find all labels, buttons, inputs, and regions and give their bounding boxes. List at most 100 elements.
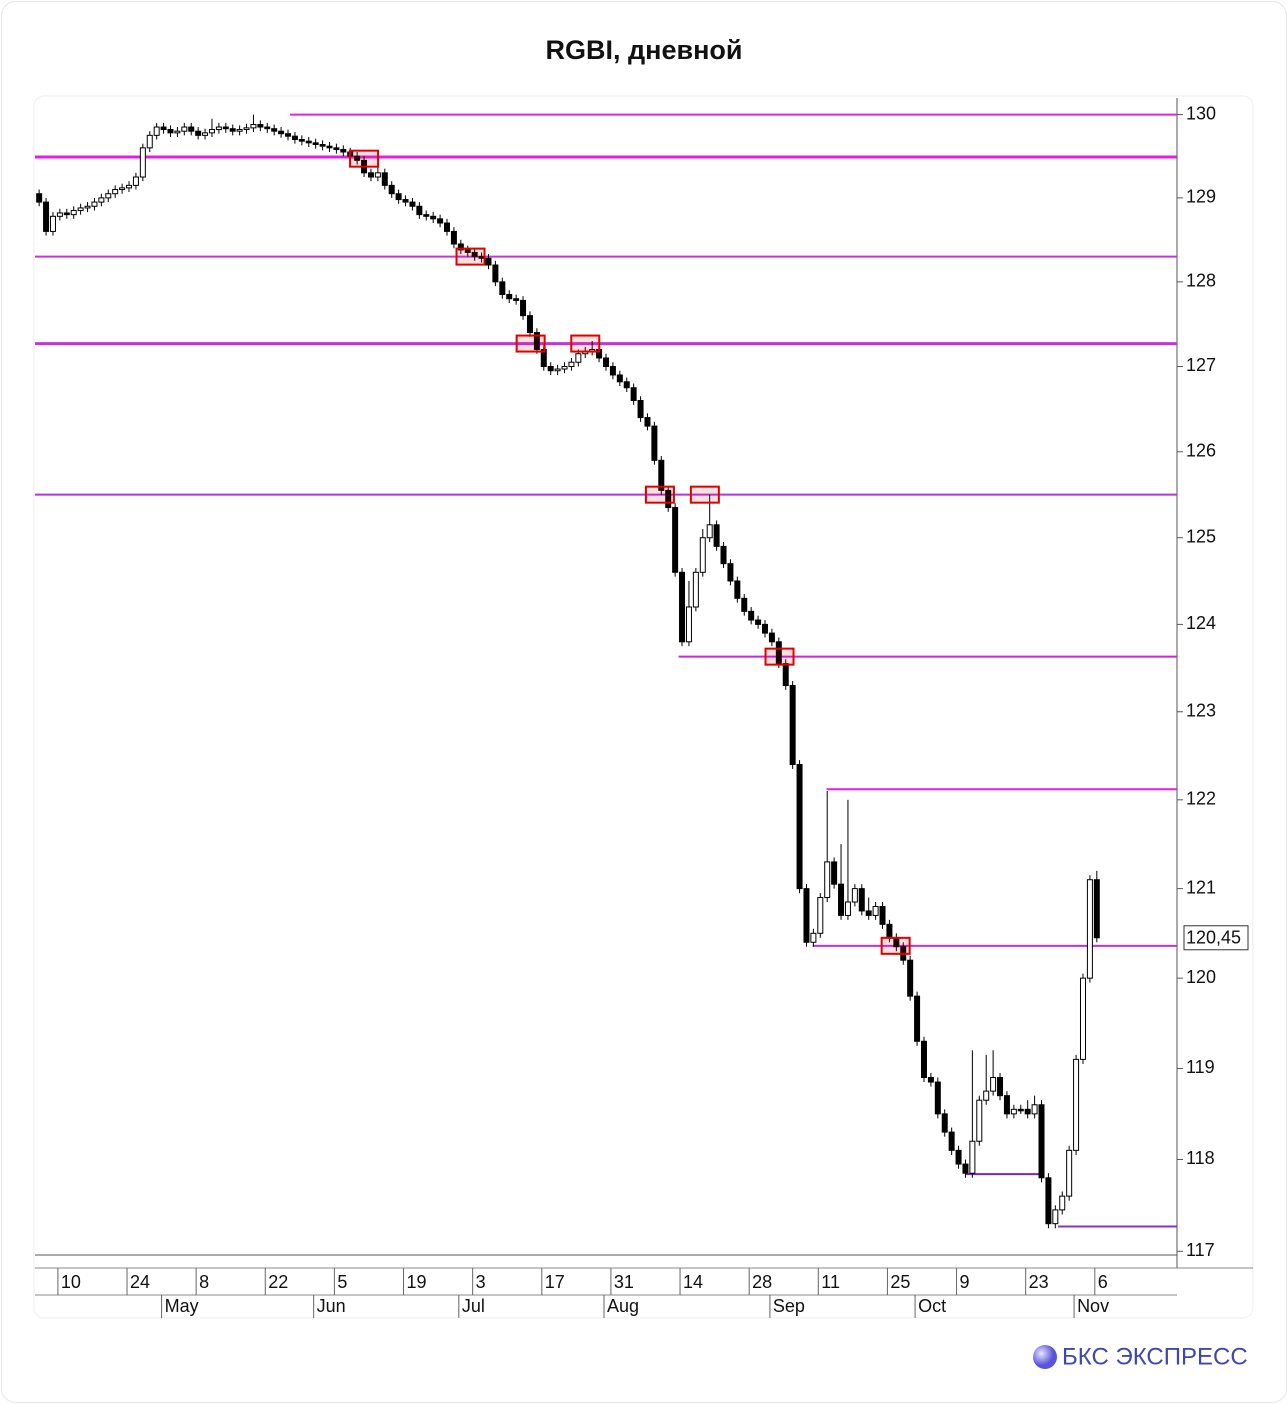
x-tick-label: 17 (545, 1272, 565, 1292)
highlight-box (455, 247, 486, 266)
x-tick-label: 14 (683, 1272, 703, 1292)
candle-body (1073, 1058, 1080, 1151)
candle-body (623, 381, 630, 389)
candle-body (879, 905, 886, 925)
candle-body (720, 545, 727, 565)
candle-body (430, 215, 437, 220)
candle-body (858, 888, 865, 912)
candle-body (907, 959, 914, 997)
highlight-box (644, 485, 675, 504)
candle-body (962, 1163, 969, 1174)
candle-body (139, 147, 146, 178)
candle-body (250, 124, 257, 129)
last-price-box (1183, 925, 1249, 951)
chart-frame (33, 95, 1254, 1319)
highlight-box (764, 647, 795, 666)
candle-body (561, 365, 568, 370)
candle-body (91, 201, 98, 207)
candle-body (997, 1077, 1004, 1097)
y-tick-label: 123 (1186, 701, 1216, 721)
candle-body (520, 299, 527, 317)
candle-body (1079, 977, 1086, 1060)
candle-body (755, 619, 762, 625)
candle-body (734, 580, 741, 599)
candle-body (126, 184, 133, 189)
candle-body (119, 187, 126, 191)
candle-body (257, 124, 264, 128)
y-tick-label: 119 (1186, 1057, 1215, 1077)
candle-body (202, 132, 209, 136)
candle-body (969, 1140, 976, 1174)
candle-body (340, 148, 347, 153)
candle-body (775, 641, 782, 665)
candle-body (1086, 879, 1093, 979)
candle-body (616, 374, 623, 383)
candle-body (43, 201, 50, 232)
y-tick-label: 127 (1186, 355, 1216, 375)
candle-body (817, 897, 824, 934)
candle-body (416, 205, 423, 216)
month-label: Nov (1077, 1296, 1109, 1316)
candle-body (575, 353, 582, 363)
chart-title: RGBI, дневной (546, 35, 743, 65)
y-tick-label: 117 (1186, 1240, 1215, 1260)
x-tick-label: 9 (960, 1272, 970, 1292)
y-tick-label: 126 (1186, 441, 1216, 461)
candle-body (685, 606, 692, 643)
highlight-box (570, 334, 601, 353)
candle-body (56, 212, 63, 217)
candle-body (803, 888, 810, 943)
candle-body (381, 172, 388, 186)
candle-body (229, 128, 236, 132)
y-tick-label: 130 (1186, 103, 1216, 123)
y-tick-label: 124 (1186, 613, 1216, 633)
month-label: Jun (317, 1296, 346, 1316)
x-tick-label: 31 (614, 1272, 634, 1292)
highlight-box (689, 485, 720, 504)
candle-body (810, 932, 817, 943)
candle-body (354, 155, 361, 161)
candle-body (374, 172, 381, 178)
x-tick-label: 23 (1029, 1272, 1049, 1292)
candle-body (526, 315, 533, 334)
highlight-box (515, 334, 546, 353)
candle-body (367, 172, 374, 178)
candle-body (333, 147, 340, 150)
x-tick-label: 19 (407, 1272, 427, 1292)
candle-body (768, 632, 775, 643)
candle-body (934, 1081, 941, 1115)
candle-body (1066, 1149, 1073, 1197)
candle-body (609, 365, 616, 376)
candle-body (547, 365, 554, 372)
candle-body (36, 193, 43, 203)
brand-logo (1033, 1345, 1057, 1369)
candle-body (457, 243, 464, 251)
candle-body (395, 193, 402, 201)
x-tick-label: 22 (268, 1272, 288, 1292)
candle-body (955, 1149, 962, 1165)
candle-body (492, 264, 499, 283)
candle-body (692, 571, 699, 608)
candle-body (665, 489, 672, 509)
candle-body (271, 128, 278, 132)
candle-body (195, 130, 202, 136)
month-label: Sep (773, 1296, 805, 1316)
candle-body (914, 995, 921, 1042)
candle-body (948, 1131, 955, 1151)
x-tick-label: 10 (61, 1272, 81, 1292)
candle-body (1010, 1108, 1017, 1115)
candle-body (160, 126, 167, 131)
candle-body (782, 663, 789, 686)
candle-body (824, 861, 831, 899)
candle-body (1024, 1108, 1031, 1115)
candle-body (941, 1113, 948, 1133)
candle-body (748, 610, 755, 621)
candle-body (278, 130, 285, 135)
candle-body (630, 387, 637, 402)
y-tick-label: 121 (1186, 877, 1216, 897)
candle-body (761, 623, 768, 634)
candle-body (533, 332, 540, 351)
candle-body (976, 1099, 983, 1142)
y-tick-label: 118 (1186, 1148, 1215, 1168)
